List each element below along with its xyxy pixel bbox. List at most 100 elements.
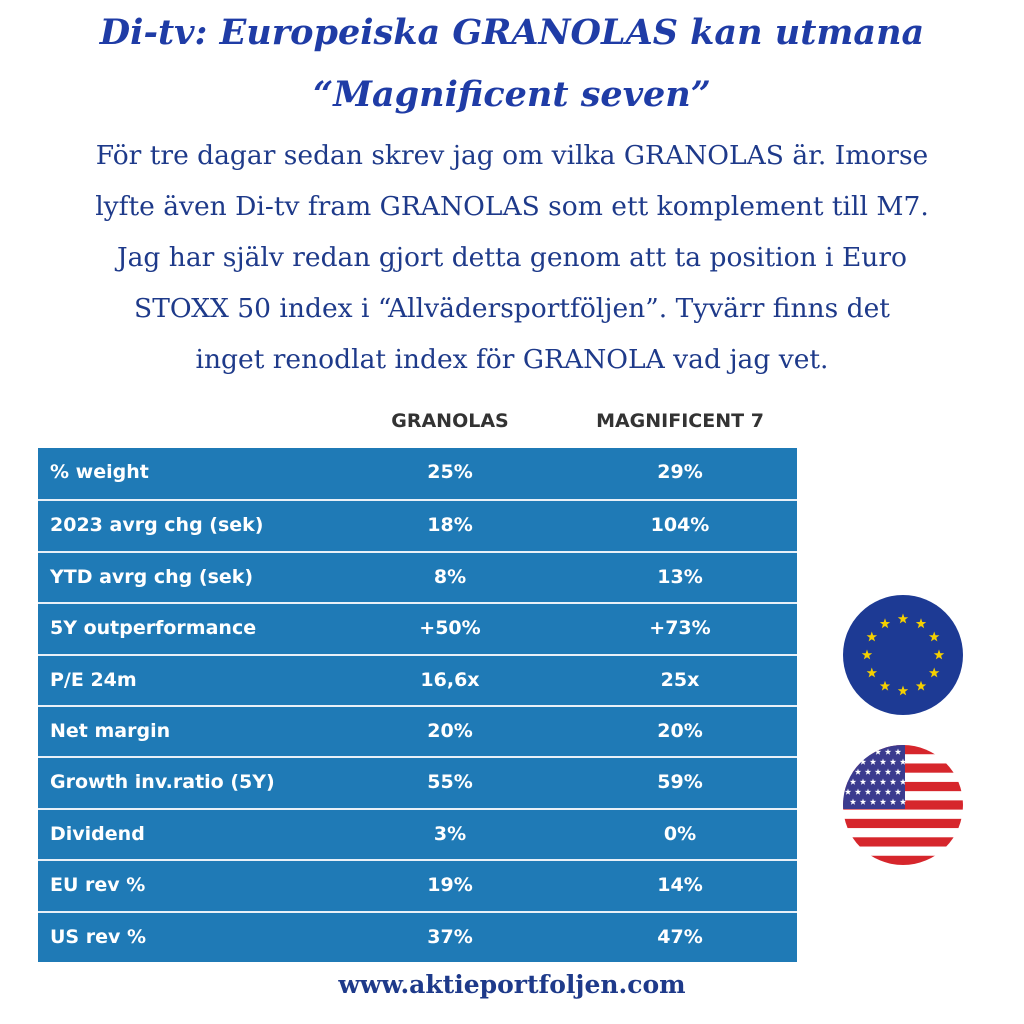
cell: +50%: [419, 617, 481, 640]
cell: 14%: [657, 874, 703, 897]
canton: [843, 745, 905, 809]
star: [933, 649, 945, 660]
cell: 20%: [427, 720, 473, 742]
table-row: Growth inv.ratio (5Y) 55% 59%: [38, 756, 797, 807]
star: [928, 667, 940, 678]
body-line: lyfte även Di-tv fram GRANOLAS som ett k…: [95, 191, 929, 222]
table-row: Net margin 20% 20%: [38, 705, 797, 756]
cell: 29%: [657, 461, 703, 483]
cell: +73%: [649, 617, 711, 640]
star: [879, 758, 887, 765]
star: [864, 748, 872, 755]
star: [894, 788, 902, 795]
star: [879, 618, 891, 629]
star: [889, 778, 897, 785]
table-row: 2023 avrg chg (sek) 18% 104%: [38, 499, 797, 550]
body-line: Jag har själv redan gjort detta genom at…: [116, 242, 907, 273]
star: [884, 788, 892, 795]
cell: 16,6x: [420, 668, 480, 691]
cell: 3%: [433, 822, 467, 845]
star: [864, 788, 872, 795]
star: [859, 758, 867, 765]
star: [859, 798, 867, 805]
star: [844, 748, 852, 755]
star: [844, 788, 852, 795]
row-label: Dividend: [50, 822, 145, 845]
star: [874, 788, 882, 795]
star: [859, 778, 867, 785]
us-flag: [843, 745, 963, 865]
star: [854, 788, 862, 795]
row-label: Growth inv.ratio (5Y): [50, 771, 275, 794]
star: [894, 748, 902, 755]
row-label: P/E 24m: [50, 668, 137, 691]
star: [869, 778, 877, 785]
star: [854, 768, 862, 775]
footer-url: www.aktieportfoljen.com: [338, 970, 686, 999]
table-row: EU rev % 19% 14%: [38, 859, 797, 910]
star: [899, 758, 907, 765]
table: % weight 25% 29% 2023 avrg chg (sek) 18% 104%…: [38, 448, 797, 962]
table-row: 5Y outperformance +50% +73%: [38, 602, 797, 653]
table-row: YTD avrg chg (sek) 8% 13%: [38, 550, 797, 602]
eu-flag: [843, 595, 963, 715]
row-label: 5Y outperformance: [50, 617, 257, 640]
star: [864, 768, 872, 775]
table-row: Dividend 3% 0%: [38, 807, 797, 859]
star: [866, 631, 878, 642]
column-header: MAGNIFICENT 7: [596, 410, 764, 432]
body-line: STOXX 50 index i “Allvädersportföljen”. …: [134, 293, 890, 324]
star: [884, 748, 892, 755]
row-label: % weight: [50, 461, 149, 483]
cell: 55%: [427, 771, 473, 794]
star: [869, 798, 877, 805]
star: [849, 798, 857, 805]
cell: 59%: [657, 771, 703, 794]
stripe: [843, 837, 963, 847]
stripe: [843, 855, 963, 865]
star: [854, 748, 862, 755]
cell: 19%: [427, 874, 473, 897]
column-header: GRANOLAS: [391, 410, 509, 432]
star: [874, 748, 882, 755]
cell: 18%: [427, 514, 473, 537]
cell: 25x: [660, 668, 700, 691]
star: [928, 631, 940, 642]
star: [879, 798, 887, 805]
cell: 104%: [650, 514, 710, 537]
star: [869, 758, 877, 765]
body-line: inget renodlat index för GRANOLA vad jag…: [195, 344, 829, 375]
star: [899, 778, 907, 785]
cell: 47%: [657, 925, 703, 948]
star: [889, 798, 897, 805]
row-label: YTD avrg chg (sek): [50, 565, 254, 588]
title-line: “Magnificent seven”: [313, 74, 711, 115]
cell: 13%: [657, 565, 703, 588]
star: [861, 649, 873, 660]
cell: 20%: [657, 720, 703, 742]
star: [897, 613, 909, 624]
star: [915, 680, 927, 691]
star: [879, 680, 891, 691]
table-row: P/E 24m 16,6x 25x: [38, 653, 797, 705]
cell: 37%: [427, 925, 473, 948]
body-line: För tre dagar sedan skrev jag om vilka G…: [95, 140, 929, 171]
table-row: % weight 25% 29%: [38, 448, 797, 499]
star: [884, 768, 892, 775]
row-label: 2023 avrg chg (sek): [50, 514, 264, 537]
cell: 8%: [433, 565, 467, 588]
row-label: EU rev %: [50, 874, 146, 897]
cell: 25%: [427, 461, 473, 483]
table-row: US rev % 37% 47%: [38, 910, 797, 962]
stripe: [843, 818, 963, 829]
eu-stars: [861, 613, 945, 696]
row-label: US rev %: [50, 925, 147, 948]
star: [866, 667, 878, 678]
cell: 0%: [663, 822, 697, 845]
star: [897, 685, 909, 696]
star: [894, 768, 902, 775]
star: [915, 618, 927, 629]
title-line: Di-tv: Europeiska GRANOLAS kan utmana: [99, 12, 925, 53]
star: [844, 768, 852, 775]
